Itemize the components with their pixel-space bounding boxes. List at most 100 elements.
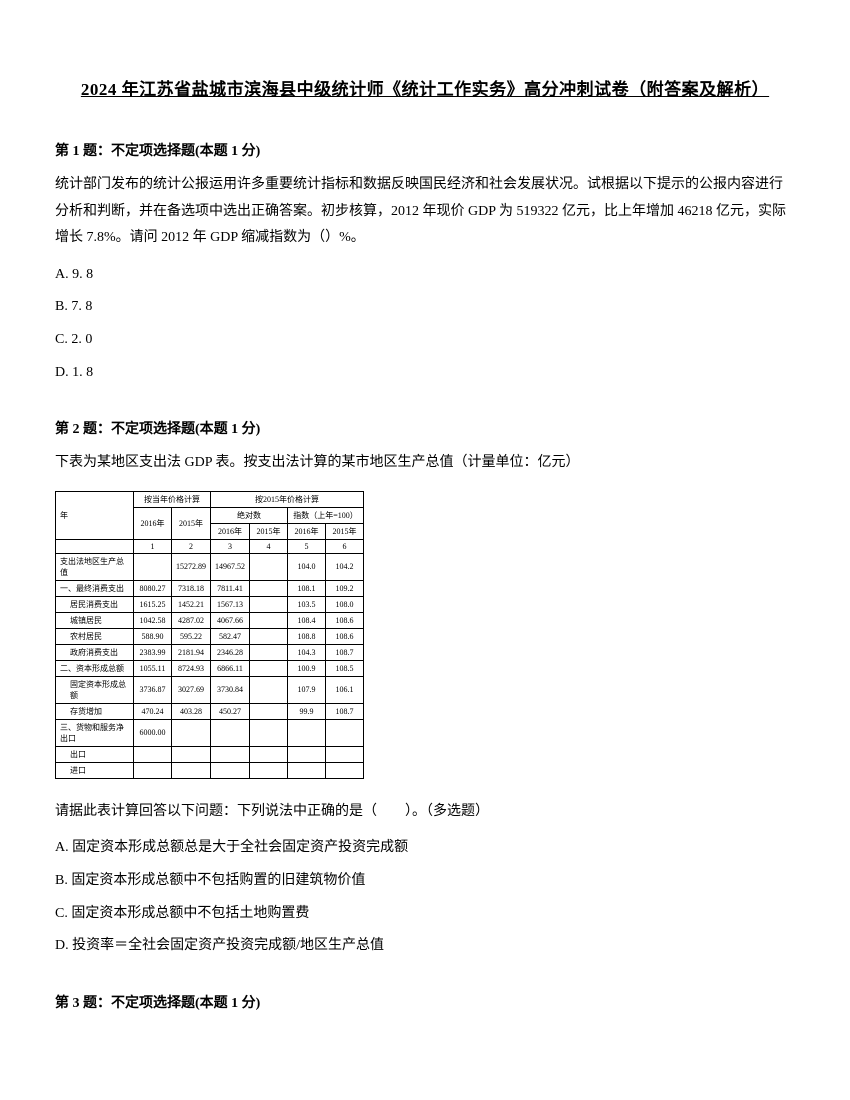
table-subheader-1: 绝对数 [211, 507, 288, 523]
table-year-2016-2: 2016年 [211, 523, 250, 539]
table-cell: 104.0 [288, 553, 326, 580]
table-cell [250, 676, 288, 703]
table-cell: 108.5 [326, 660, 364, 676]
q1-option-d: D. 1. 8 [55, 360, 795, 387]
table-header-group1: 按当年价格计算 [134, 491, 211, 507]
table-cell [134, 553, 172, 580]
table-cell: 107.9 [288, 676, 326, 703]
table-cell [250, 644, 288, 660]
table-colnum-6: 6 [326, 539, 364, 553]
table-cell: 7318.18 [172, 580, 211, 596]
table-row: 支出法地区生产总值15272.8914967.52104.0104.2 [56, 553, 364, 580]
q2-option-a: A. 固定资本形成总额总是大于全社会固定资产投资完成额 [55, 835, 795, 862]
table-cell: 3730.84 [211, 676, 250, 703]
table-cell [134, 746, 172, 762]
table-year-2015-2: 2015年 [250, 523, 288, 539]
table-cell: 106.1 [326, 676, 364, 703]
q2-option-c: C. 固定资本形成总额中不包括土地购置费 [55, 901, 795, 928]
table-cell: 4287.02 [172, 612, 211, 628]
table-cell: 108.4 [288, 612, 326, 628]
table-cell [172, 719, 211, 746]
table-cell: 104.2 [326, 553, 364, 580]
table-cell [288, 762, 326, 778]
table-cell [250, 580, 288, 596]
table-cell [250, 660, 288, 676]
table-cell [211, 746, 250, 762]
q1-text: 统计部门发布的统计公报运用许多重要统计指标和数据反映国民经济和社会发展状况。试根… [55, 172, 795, 252]
document-title: 2024 年江苏省盐城市滨海县中级统计师《统计工作实务》高分冲刺试卷（附答案及解… [55, 75, 795, 100]
table-row: 固定资本形成总额3736.873027.693730.84107.9106.1 [56, 676, 364, 703]
table-row: 政府消费支出2383.992181.942346.28 104.3108.7 [56, 644, 364, 660]
table-row: 存货增加470.24403.28450.2799.9108.7 [56, 703, 364, 719]
table-cell: 2346.28 [211, 644, 250, 660]
table-cell [250, 553, 288, 580]
table-cell: 1567.13 [211, 596, 250, 612]
table-cell: 6866.11 [211, 660, 250, 676]
table-cell: 15272.89 [172, 553, 211, 580]
table-row-label: 支出法地区生产总值 [56, 553, 134, 580]
table-row-label: 农村居民 [56, 628, 134, 644]
table-row: 农村居民588.90595.22582.47108.8108.6 [56, 628, 364, 644]
table-cell: 8080.27 [134, 580, 172, 596]
table-cell [288, 719, 326, 746]
table-year-2016-3: 2016年 [288, 523, 326, 539]
table-colnum-5: 5 [288, 539, 326, 553]
table-cell: 403.28 [172, 703, 211, 719]
table-year-2015-1: 2015年 [172, 507, 211, 539]
q1-option-a: A. 9. 8 [55, 262, 795, 289]
table-cell [326, 719, 364, 746]
table-cell: 6000.00 [134, 719, 172, 746]
table-cell: 588.90 [134, 628, 172, 644]
table-row-label: 进口 [56, 762, 134, 778]
table-subheader-2: 指数（上年=100） [288, 507, 364, 523]
q2-followup: 请据此表计算回答以下问题：下列说法中正确的是（ ）。（多选题） [55, 799, 795, 826]
table-row-label: 居民消费支出 [56, 596, 134, 612]
q2-header: 第 2 题：不定项选择题(本题 1 分) [55, 418, 795, 438]
table-cell: 108.6 [326, 628, 364, 644]
table-cell: 108.0 [326, 596, 364, 612]
table-cell: 2181.94 [172, 644, 211, 660]
table-cell: 1452.21 [172, 596, 211, 612]
table-colnum-4: 4 [250, 539, 288, 553]
table-colnum-3: 3 [211, 539, 250, 553]
table-row-label: 三、货物和服务净出口 [56, 719, 134, 746]
table-cell: 3736.87 [134, 676, 172, 703]
table-cell: 99.9 [288, 703, 326, 719]
table-cell: 108.7 [326, 644, 364, 660]
table-cell [250, 612, 288, 628]
table-row-label: 二、资本形成总额 [56, 660, 134, 676]
table-row: 一、最终消费支出8080.277318.187811.41108.1109.2 [56, 580, 364, 596]
table-cell: 109.2 [326, 580, 364, 596]
table-cell [250, 628, 288, 644]
q1-option-c: C. 2. 0 [55, 327, 795, 354]
table-cell: 582.47 [211, 628, 250, 644]
table-cell [172, 746, 211, 762]
table-cell: 108.7 [326, 703, 364, 719]
question-2: 第 2 题：不定项选择题(本题 1 分) 下表为某地区支出法 GDP 表。按支出… [55, 418, 795, 960]
table-header-group2: 按2015年价格计算 [211, 491, 364, 507]
table-cell: 450.27 [211, 703, 250, 719]
table-colnum-1: 1 [134, 539, 172, 553]
table-cell: 103.5 [288, 596, 326, 612]
table-row: 出口 [56, 746, 364, 762]
table-cell [250, 762, 288, 778]
q3-header: 第 3 题：不定项选择题(本题 1 分) [55, 992, 795, 1012]
table-row: 进口 [56, 762, 364, 778]
table-cell: 100.9 [288, 660, 326, 676]
table-cell: 104.3 [288, 644, 326, 660]
table-cell [288, 746, 326, 762]
table-row: 三、货物和服务净出口6000.00 [56, 719, 364, 746]
table-cell: 7811.41 [211, 580, 250, 596]
table-cell: 8724.93 [172, 660, 211, 676]
table-row: 居民消费支出1615.251452.211567.13103.5108.0 [56, 596, 364, 612]
table-row-label: 城镇居民 [56, 612, 134, 628]
table-cell [250, 719, 288, 746]
gdp-table: 年 按当年价格计算 按2015年价格计算 2016年 2015年 绝对数 指数（… [55, 491, 364, 779]
table-row-label: 政府消费支出 [56, 644, 134, 660]
table-row-label: 一、最终消费支出 [56, 580, 134, 596]
table-row: 二、资本形成总额1055.118724.936866.11100.9108.5 [56, 660, 364, 676]
q2-option-b: B. 固定资本形成总额中不包括购置的旧建筑物价值 [55, 868, 795, 895]
table-cell: 2383.99 [134, 644, 172, 660]
table-cell: 595.22 [172, 628, 211, 644]
q1-header: 第 1 题：不定项选择题(本题 1 分) [55, 140, 795, 160]
